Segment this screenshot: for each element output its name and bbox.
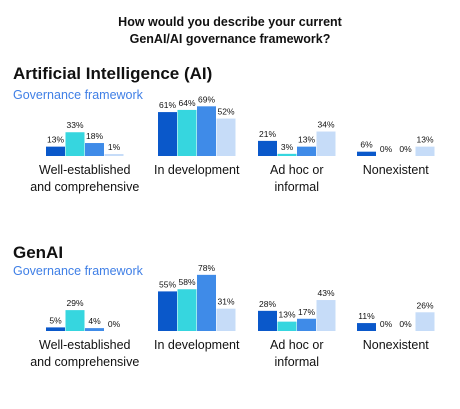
category-label: In development: [154, 338, 240, 352]
category-label: informal: [275, 180, 319, 194]
bar: [177, 289, 197, 331]
data-label: 69%: [198, 94, 215, 104]
data-label: 11%: [358, 311, 375, 321]
data-label: 26%: [416, 300, 433, 310]
genai-panel-subtitle: Governance framework: [13, 264, 143, 278]
data-label: 6%: [360, 140, 373, 150]
data-label: 13%: [278, 310, 295, 320]
data-label: 13%: [47, 135, 64, 145]
bar: [46, 327, 65, 331]
genai-bar-chart: 5% 29% 4% 0% Well-established and comprehensi…: [30, 265, 435, 369]
data-label: 34%: [317, 120, 334, 130]
bar: [216, 308, 236, 331]
bar: [197, 274, 216, 331]
category-label: Well-established: [39, 163, 131, 177]
data-label: 4%: [88, 316, 101, 326]
bar: [65, 132, 85, 156]
data-label: 13%: [298, 135, 315, 145]
data-label: 0%: [380, 144, 393, 154]
data-label: 52%: [217, 107, 234, 117]
data-label: 55%: [159, 279, 176, 289]
bar: [297, 146, 316, 156]
data-label: 17%: [298, 307, 315, 317]
category-label: Ad hoc or: [270, 338, 324, 352]
bar: [65, 310, 85, 331]
category-label: Ad hoc or: [270, 163, 324, 177]
bar: [415, 312, 435, 331]
ai-panel-title: Artificial Intelligence (AI): [13, 64, 213, 83]
bar: [104, 154, 124, 156]
bar: [357, 151, 376, 156]
bar: [177, 109, 197, 156]
bar: [316, 300, 336, 331]
data-label: 0%: [108, 319, 121, 329]
data-label: 0%: [380, 319, 393, 329]
category-label: Well-established: [39, 338, 131, 352]
data-label: 0%: [399, 144, 412, 154]
category-label: and comprehensive: [30, 180, 139, 194]
data-label: 5%: [49, 315, 62, 325]
category-label: informal: [275, 355, 319, 369]
bar: [316, 131, 336, 156]
bar: [357, 323, 376, 331]
category-label: Nonexistent: [363, 338, 430, 352]
bar: [277, 153, 297, 156]
data-label: 3%: [281, 142, 294, 152]
bar: [197, 106, 216, 156]
genai-panel-title: GenAI: [13, 243, 64, 262]
bar: [158, 291, 177, 331]
data-label: 28%: [259, 299, 276, 309]
bar: [277, 321, 297, 331]
bar: [415, 146, 435, 156]
category-label: Nonexistent: [363, 163, 430, 177]
category-label: In development: [154, 163, 240, 177]
data-label: 29%: [66, 298, 83, 308]
data-label: 61%: [159, 100, 176, 110]
chart-title-line-2: GenAI/AI governance framework?: [129, 32, 331, 46]
bar: [46, 146, 65, 156]
data-label: 21%: [259, 129, 276, 139]
chart-title: How would you describe your current GenA…: [0, 14, 460, 48]
data-label: 43%: [317, 288, 334, 298]
bar: [158, 112, 177, 156]
bar: [258, 310, 277, 331]
data-label: 13%: [416, 135, 433, 145]
data-label: 18%: [86, 131, 103, 141]
bar: [258, 140, 277, 156]
bar: [85, 328, 104, 331]
bar: [216, 118, 236, 156]
data-label: 64%: [178, 98, 195, 108]
data-label: 1%: [108, 142, 121, 152]
data-label: 78%: [198, 265, 215, 273]
bar: [85, 143, 104, 156]
data-label: 0%: [399, 319, 412, 329]
category-label: and comprehensive: [30, 355, 139, 369]
bar: [297, 318, 316, 331]
chart-title-line-1: How would you describe your current: [118, 15, 342, 29]
data-label: 33%: [66, 120, 83, 130]
data-label: 58%: [178, 277, 195, 287]
ai-panel-subtitle: Governance framework: [13, 88, 143, 102]
data-label: 31%: [217, 297, 234, 307]
